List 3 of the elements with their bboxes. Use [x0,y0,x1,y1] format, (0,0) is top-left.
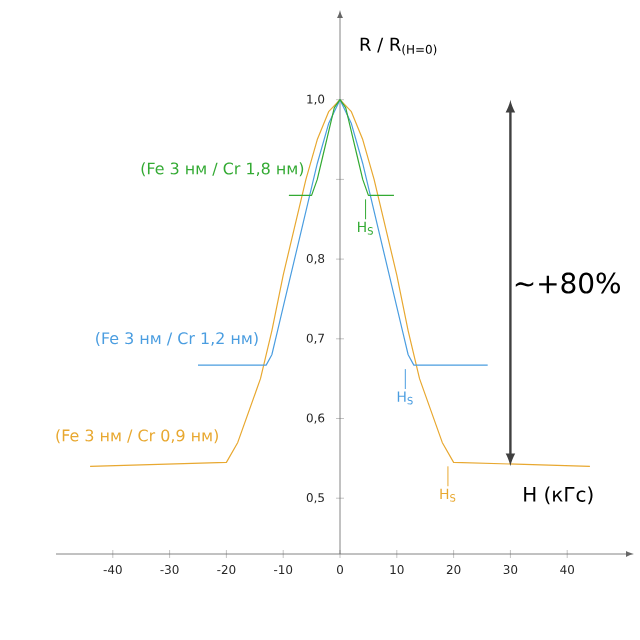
annotation: ~+80% [515,272,620,294]
x-axis-title: H (кГс) [524,486,593,505]
y-axis-title: R / R$_{(H=0)}$ [360,37,437,56]
